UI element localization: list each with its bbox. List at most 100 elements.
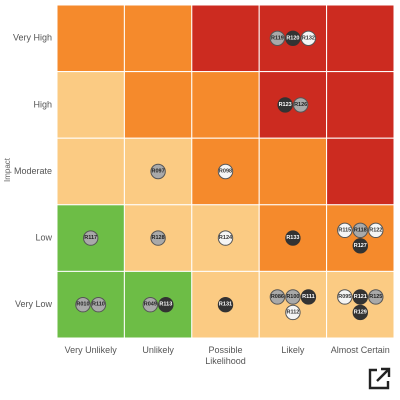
risk-id-label: R127 bbox=[354, 243, 367, 249]
matrix-cell bbox=[123, 4, 193, 73]
row-label: Very Low bbox=[15, 299, 53, 309]
risk-circle bbox=[269, 289, 286, 305]
risk-id-label: R112 bbox=[286, 309, 299, 315]
external-link-button[interactable] bbox=[364, 364, 394, 394]
risk-marker[interactable]: R118 bbox=[352, 222, 368, 239]
matrix-cell bbox=[326, 270, 395, 339]
matrix-cell bbox=[191, 4, 260, 73]
risk-marker[interactable]: R113 bbox=[158, 297, 174, 313]
risk-id-label: R128 bbox=[152, 235, 165, 241]
risk-marker[interactable]: R111 bbox=[300, 289, 317, 305]
risk-circle bbox=[337, 289, 353, 305]
matrix-cell bbox=[191, 71, 260, 139]
risk-circle bbox=[285, 289, 301, 305]
risk-id-label: R086 bbox=[271, 294, 284, 300]
risk-circle bbox=[90, 297, 107, 313]
risk-marker[interactable]: R112 bbox=[285, 304, 301, 321]
column-label: Likely bbox=[281, 345, 305, 355]
matrix-cell bbox=[326, 4, 395, 73]
risk-marker[interactable]: R010 bbox=[75, 297, 91, 313]
risk-marker[interactable]: R126 bbox=[292, 97, 309, 113]
risk-marker[interactable]: R128 bbox=[150, 230, 166, 246]
risk-marker[interactable]: R086 bbox=[269, 289, 286, 305]
risk-circle bbox=[285, 230, 301, 246]
risk-circle bbox=[368, 222, 384, 239]
column-label: Almost Certain bbox=[331, 345, 390, 355]
risk-circle bbox=[75, 297, 91, 313]
risk-circle bbox=[352, 289, 368, 305]
matrix-cell bbox=[326, 137, 395, 206]
matrix-cell bbox=[326, 204, 395, 272]
matrix-cell bbox=[258, 270, 328, 339]
risk-marker[interactable]: R121 bbox=[352, 289, 368, 305]
risk-marker[interactable]: R098 bbox=[217, 163, 234, 180]
column-label: Unlikely bbox=[142, 345, 174, 355]
risk-marker[interactable]: R097 bbox=[150, 163, 166, 180]
risk-id-label: R111 bbox=[302, 294, 315, 300]
risk-marker[interactable]: R131 bbox=[217, 297, 234, 313]
risk-id-label: R121 bbox=[354, 294, 367, 300]
risk-circle bbox=[368, 289, 384, 305]
risk-circle bbox=[217, 230, 234, 246]
risk-marker[interactable]: R117 bbox=[83, 230, 99, 246]
column-label: Possible Likelihood bbox=[205, 345, 246, 366]
risk-circle bbox=[269, 30, 286, 46]
risk-id-label: R097 bbox=[152, 169, 165, 175]
risk-marker[interactable]: R133 bbox=[285, 230, 301, 246]
risk-marker[interactable]: R100 bbox=[285, 289, 301, 305]
risk-circle bbox=[150, 230, 166, 246]
matrix-cell bbox=[123, 71, 193, 139]
risk-id-label: R115 bbox=[338, 227, 351, 233]
risk-circle bbox=[285, 304, 301, 321]
risk-id-label: R123 bbox=[279, 102, 292, 108]
matrix-cell bbox=[56, 4, 125, 73]
risk-id-label: R126 bbox=[294, 102, 307, 108]
matrix-cell bbox=[56, 270, 125, 339]
risk-id-label: R120 bbox=[286, 35, 299, 41]
risk-id-label: R100 bbox=[286, 294, 299, 300]
risk-id-label: R110 bbox=[92, 302, 105, 308]
risk-marker[interactable]: R110 bbox=[90, 297, 107, 313]
risk-id-label: R124 bbox=[219, 235, 233, 241]
impact-axis-labels: Very High High Moderate Low Very Low bbox=[13, 33, 53, 309]
risk-id-label: R010 bbox=[76, 302, 89, 308]
row-label: High bbox=[33, 99, 52, 109]
risk-marker[interactable]: R119 bbox=[269, 30, 286, 46]
risk-marker[interactable]: R125 bbox=[368, 289, 384, 305]
row-label: Very High bbox=[13, 33, 52, 43]
matrix-cell bbox=[326, 71, 395, 139]
risk-circle bbox=[217, 163, 234, 180]
risk-id-label: R117 bbox=[84, 235, 97, 241]
risk-marker[interactable]: R115 bbox=[337, 222, 353, 239]
risk-circle bbox=[217, 297, 234, 313]
risk-circle bbox=[285, 30, 301, 46]
risk-id-label: R132 bbox=[302, 35, 315, 41]
risk-marker[interactable]: R132 bbox=[300, 30, 317, 46]
risk-id-label: R113 bbox=[159, 302, 172, 308]
risk-circle bbox=[142, 297, 159, 313]
risk-marker[interactable]: R049 bbox=[142, 297, 159, 313]
risk-id-label: R131 bbox=[219, 302, 232, 308]
external-link-icon bbox=[368, 367, 391, 390]
matrix-cell bbox=[258, 71, 328, 139]
risk-circle bbox=[300, 289, 317, 305]
risk-circle bbox=[158, 297, 174, 313]
risk-marker[interactable]: R095 bbox=[337, 289, 353, 305]
risk-marker[interactable]: R122 bbox=[368, 222, 384, 239]
risk-circle bbox=[337, 222, 353, 239]
risk-marker[interactable]: R120 bbox=[285, 30, 301, 46]
risk-id-label: R122 bbox=[369, 227, 382, 233]
risk-marker[interactable]: R124 bbox=[217, 230, 234, 246]
risk-circle bbox=[352, 222, 368, 239]
risk-circle bbox=[292, 97, 309, 113]
matrix-cell bbox=[258, 137, 328, 206]
risk-circle bbox=[83, 230, 99, 246]
risk-marker[interactable]: R127 bbox=[352, 238, 368, 254]
row-label: Low bbox=[35, 232, 52, 242]
risk-marker[interactable]: R129 bbox=[352, 304, 368, 321]
risk-marker[interactable]: R123 bbox=[277, 97, 293, 113]
risk-id-label: R118 bbox=[354, 227, 367, 233]
risk-id-label: R129 bbox=[354, 309, 367, 315]
column-label: Very Unlikely bbox=[65, 345, 118, 355]
